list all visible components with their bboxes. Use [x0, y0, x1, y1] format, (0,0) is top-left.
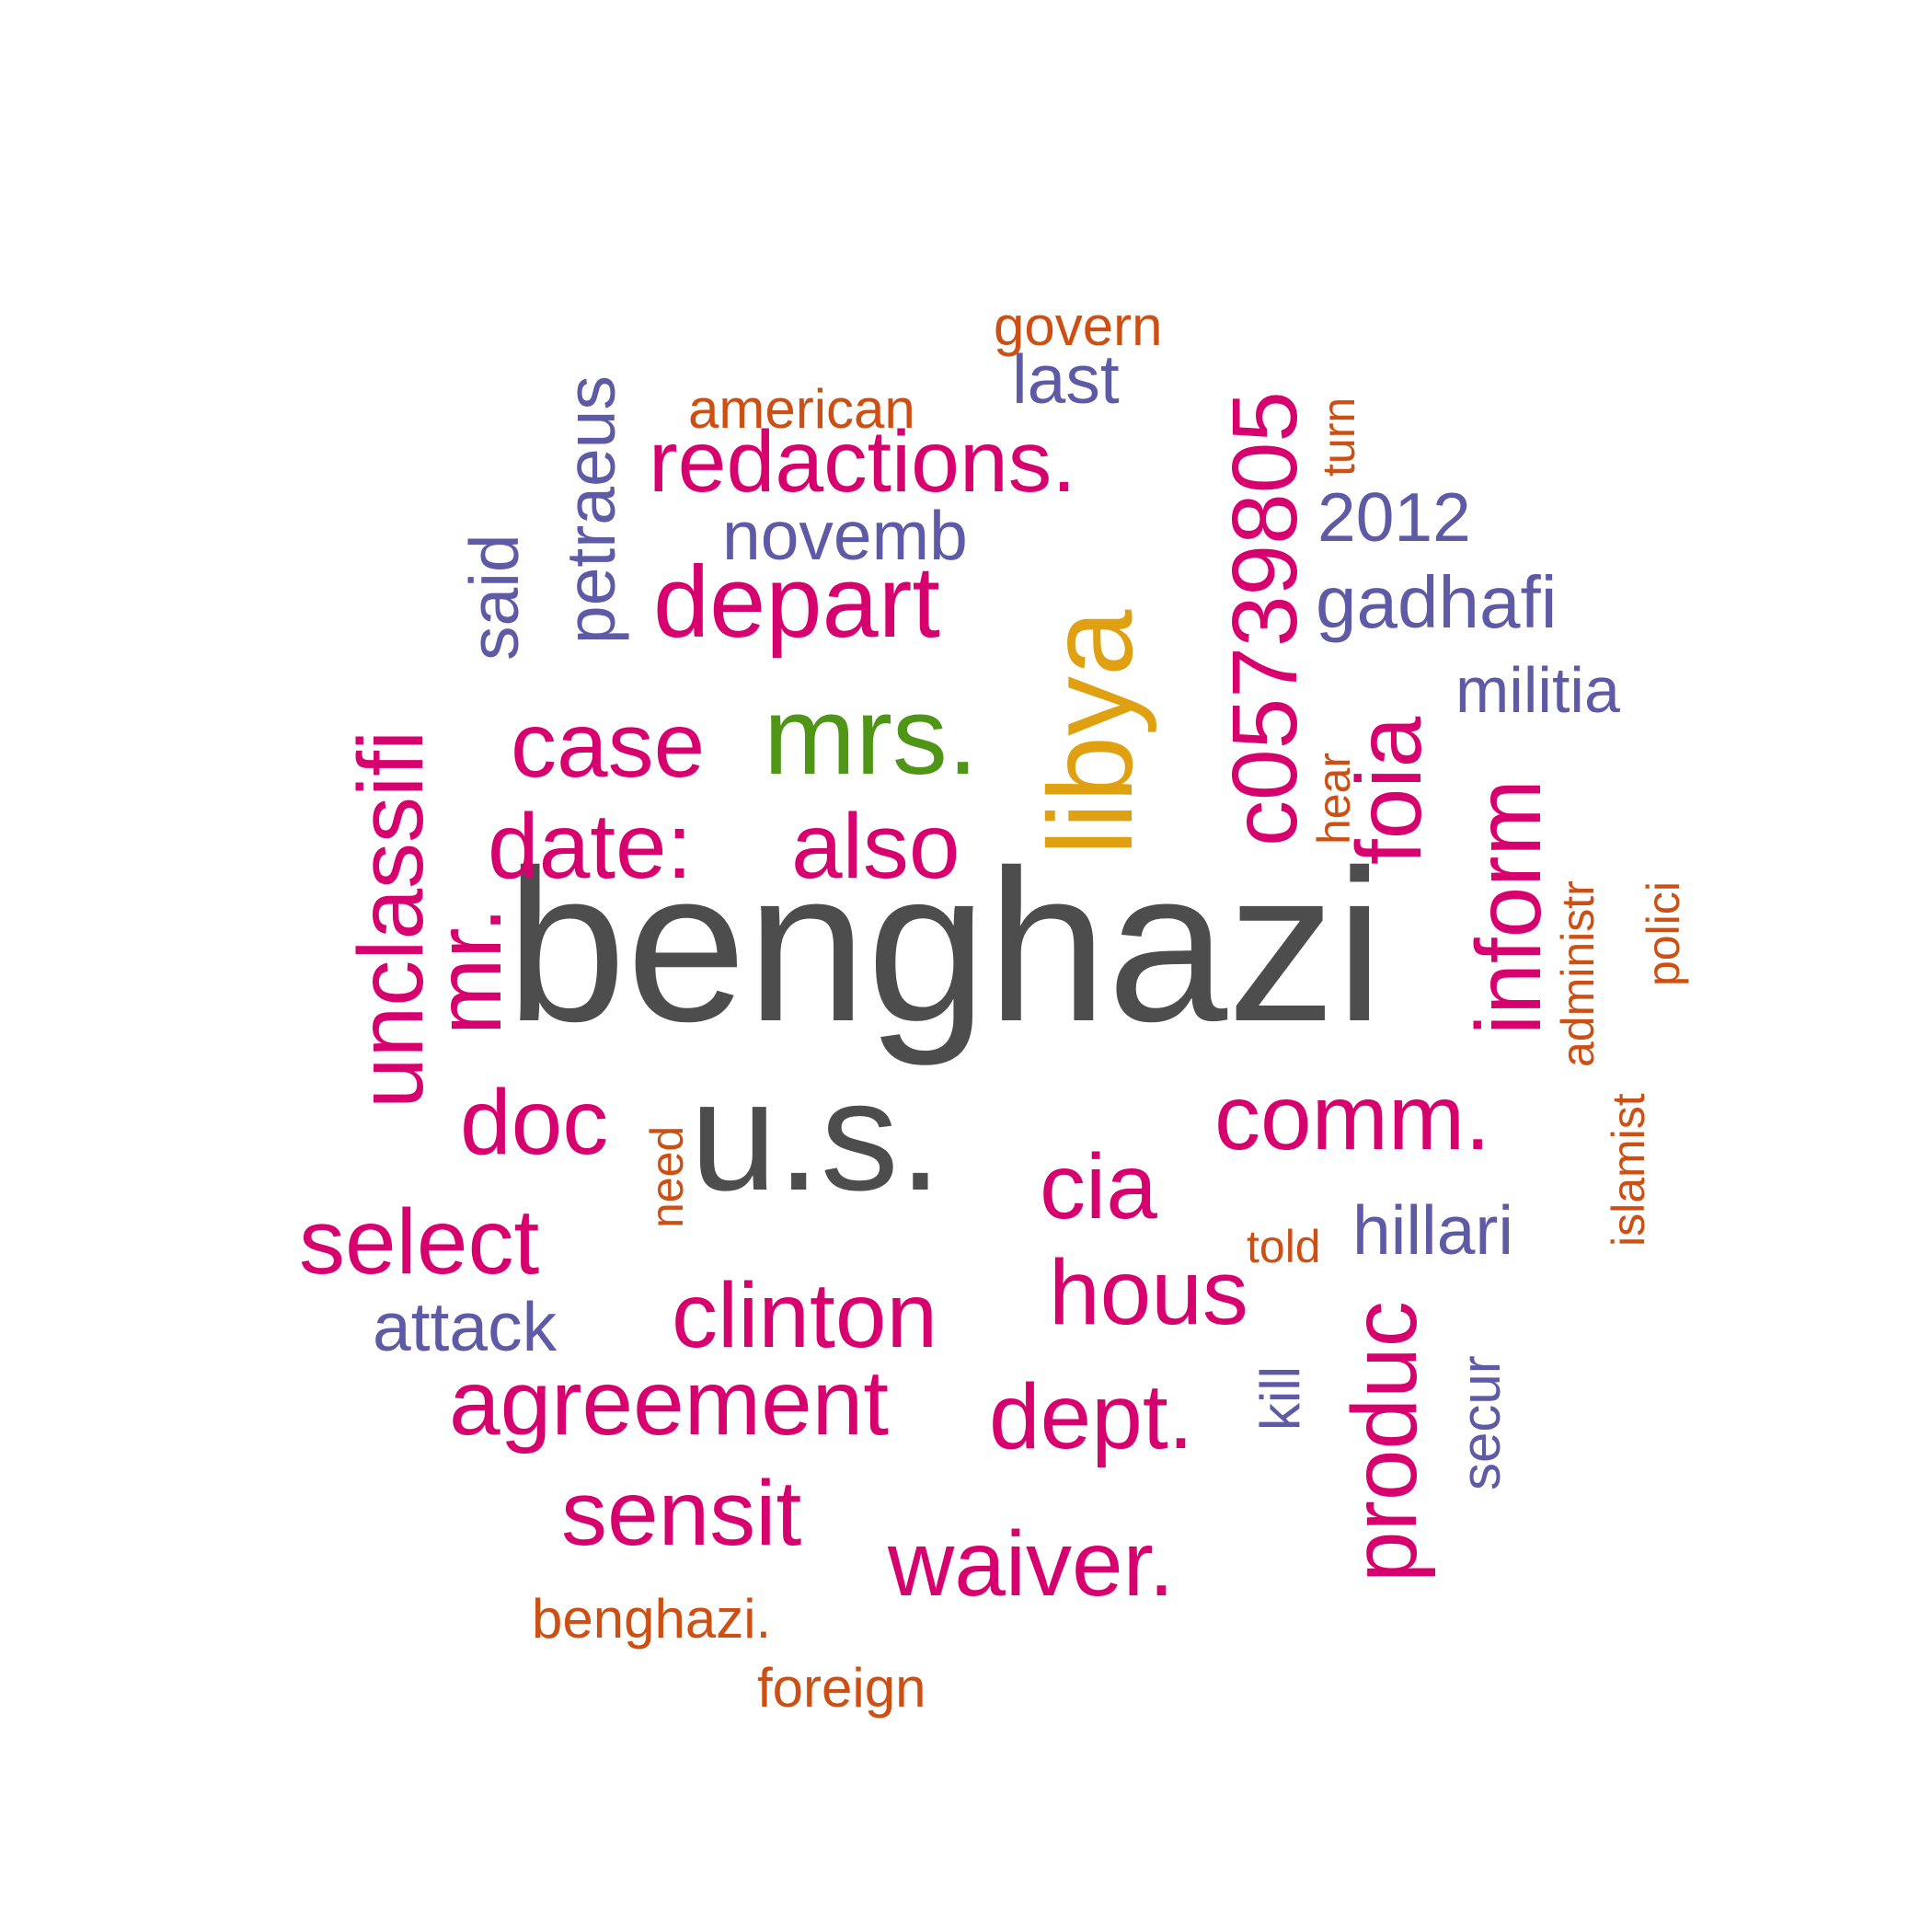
- word-select: select: [299, 1190, 540, 1294]
- word-said: said: [455, 534, 533, 661]
- word-hous: hous: [1049, 1241, 1248, 1344]
- word-govern: govern: [994, 295, 1163, 357]
- word-depart: depart: [653, 546, 940, 659]
- word-date: date:: [488, 795, 693, 898]
- word-u-s: u.s.: [690, 1049, 943, 1224]
- word-secur: secur: [1450, 1355, 1512, 1490]
- word-clinton: clinton: [672, 1264, 938, 1367]
- word-agreement: agreement: [449, 1351, 890, 1455]
- word-militia: militia: [1455, 654, 1620, 726]
- word-hear: hear: [1308, 752, 1360, 845]
- word-comm: comm.: [1214, 1066, 1490, 1169]
- word-inform: inform: [1457, 779, 1560, 1035]
- word-polici: polici: [1638, 881, 1689, 986]
- word-attack: attack: [373, 1288, 558, 1365]
- word-islamist: islamist: [1603, 1093, 1654, 1247]
- word-need: need: [641, 1125, 693, 1228]
- word-novemb: novemb: [722, 497, 968, 574]
- word-doc: doc: [460, 1071, 609, 1174]
- word-dept: dept.: [989, 1365, 1194, 1468]
- word-cia: cia: [1040, 1135, 1157, 1238]
- word-mr: mr.: [418, 907, 521, 1035]
- word-benghazi: benghazi.: [532, 1588, 772, 1650]
- word-foreign: foreign: [757, 1657, 926, 1719]
- word-told: told: [1247, 1221, 1321, 1272]
- word-2012: 2012: [1317, 478, 1471, 556]
- word-american: american: [688, 378, 915, 440]
- word-benghazi: benghazi: [506, 824, 1384, 1066]
- word-case: case: [511, 694, 706, 797]
- word-c05739805: c05739805: [1213, 391, 1317, 846]
- word-petraeus: petraeus: [552, 375, 629, 644]
- word-libya: libya: [1023, 609, 1157, 856]
- word-gadhafi: gadhafi: [1316, 561, 1558, 643]
- word-administr: administr: [1552, 880, 1604, 1067]
- word-also: also: [791, 795, 960, 898]
- word-last: last: [1012, 340, 1120, 418]
- word-produc: produc: [1333, 1301, 1436, 1582]
- word-sensit: sensit: [561, 1462, 802, 1565]
- word-mrs: mrs.: [764, 674, 979, 798]
- word-redactions: redactions.: [649, 413, 1076, 511]
- word-waiver: waiver.: [888, 1512, 1175, 1616]
- word-hillari: hillari: [1352, 1191, 1514, 1269]
- word-kill: kill: [1249, 1366, 1311, 1431]
- word-turn: turn: [1313, 397, 1364, 477]
